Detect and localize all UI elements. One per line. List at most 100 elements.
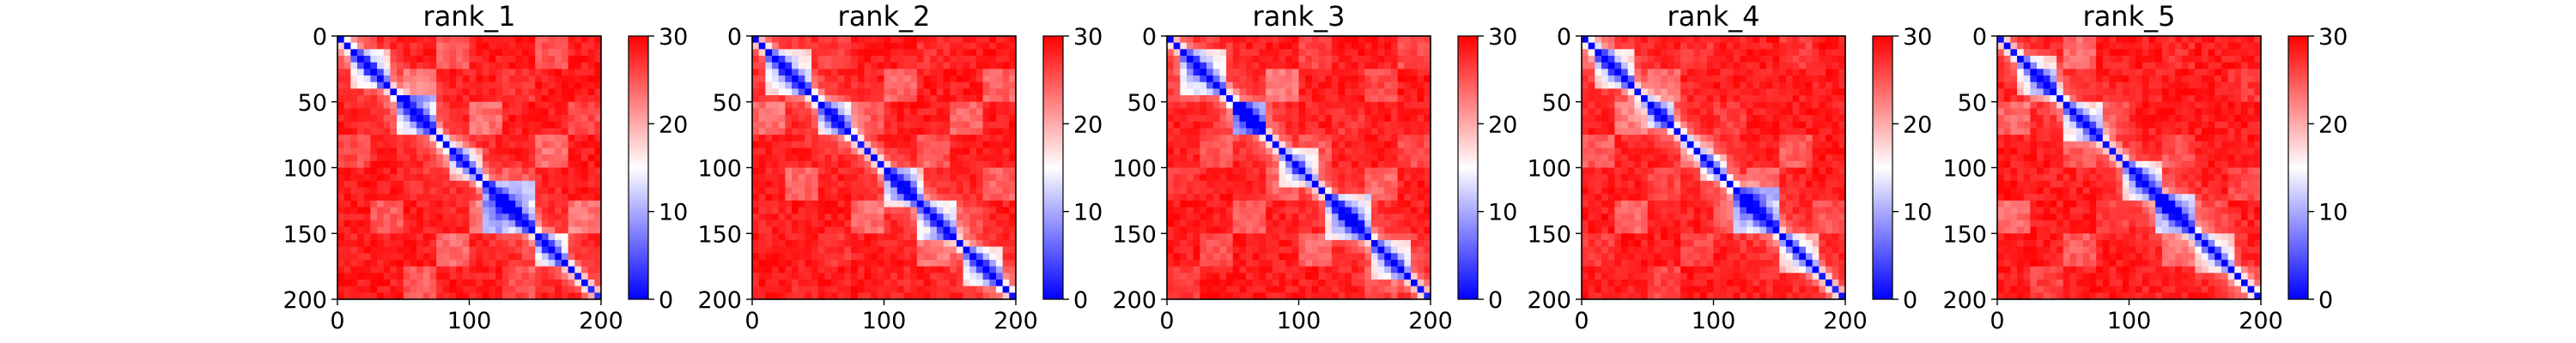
heatmap-cell xyxy=(890,187,898,195)
heatmap-cell xyxy=(1239,214,1247,221)
heatmap-cell xyxy=(469,147,477,155)
heatmap-cell xyxy=(436,187,444,195)
heatmap-cell xyxy=(824,174,832,182)
heatmap-cell xyxy=(864,95,872,103)
heatmap-cell xyxy=(535,121,543,129)
heatmap-cell xyxy=(896,180,905,189)
heatmap-cell xyxy=(844,220,852,228)
heatmap-cell xyxy=(805,226,812,234)
heatmap-cell xyxy=(1410,135,1419,142)
heatmap-cell xyxy=(916,81,925,89)
heatmap-cell xyxy=(1733,42,1741,50)
heatmap-cell xyxy=(805,273,812,280)
heatmap-cell xyxy=(337,160,345,169)
heatmap-cell xyxy=(1246,187,1254,195)
heatmap-cell xyxy=(871,135,878,142)
heatmap-cell xyxy=(798,141,805,149)
colorbar-tick-label: 0 xyxy=(1073,287,1088,314)
heatmap-cell xyxy=(811,69,819,76)
heatmap-cell xyxy=(1397,160,1405,169)
heatmap-cell xyxy=(772,49,780,57)
heatmap-cell xyxy=(1384,160,1392,169)
heatmap-cell xyxy=(495,42,503,50)
heatmap-cell xyxy=(896,135,905,142)
heatmap-cell xyxy=(1226,128,1234,135)
heatmap-cell xyxy=(403,187,411,195)
heatmap-cell xyxy=(943,101,951,110)
heatmap-cell xyxy=(1311,128,1320,135)
heatmap-cell xyxy=(864,187,872,195)
heatmap-cell xyxy=(482,220,490,228)
heatmap-cell xyxy=(587,286,595,293)
heatmap-cell xyxy=(442,239,451,248)
heatmap-cell xyxy=(995,95,1004,103)
heatmap-cell xyxy=(1364,56,1372,63)
heatmap-cell xyxy=(1193,75,1200,83)
heatmap-cell xyxy=(844,75,852,83)
heatmap-cell xyxy=(1331,194,1340,202)
heatmap-cell xyxy=(1173,226,1181,234)
heatmap-cell xyxy=(350,200,358,208)
heatmap-cell xyxy=(429,279,437,287)
heatmap-cell xyxy=(1733,36,1741,44)
heatmap-cell xyxy=(416,62,424,69)
heatmap-cell xyxy=(1009,135,1017,142)
heatmap-cell xyxy=(1331,42,1340,50)
heatmap-cell xyxy=(936,174,945,182)
heatmap-cell xyxy=(1285,81,1293,89)
heatmap-cell xyxy=(1621,36,1629,44)
heatmap-cell xyxy=(548,56,556,63)
heatmap-cell xyxy=(521,233,530,241)
heatmap-cell xyxy=(1239,279,1247,287)
heatmap-cell xyxy=(785,286,793,293)
heatmap-cell xyxy=(798,42,805,50)
heatmap-cell xyxy=(587,154,595,162)
heatmap-cell xyxy=(1206,266,1214,274)
heatmap-cell xyxy=(752,101,760,110)
heatmap-cell xyxy=(587,56,595,63)
heatmap-cell xyxy=(1239,253,1247,261)
heatmap-cell xyxy=(1384,147,1392,155)
heatmap-cell xyxy=(824,154,832,162)
heatmap-cell xyxy=(397,200,404,208)
heatmap-cell xyxy=(350,108,358,116)
heatmap-cell xyxy=(390,121,398,129)
heatmap-cell xyxy=(824,180,832,189)
heatmap-cell xyxy=(1325,160,1333,169)
heatmap-cell xyxy=(429,180,437,189)
heatmap-cell xyxy=(752,128,760,135)
heatmap-cell xyxy=(363,239,371,248)
heatmap-cell xyxy=(1641,42,1649,50)
heatmap-cell xyxy=(495,239,503,248)
heatmap-cell xyxy=(436,160,444,169)
heatmap-cell xyxy=(580,101,589,110)
heatmap-cell xyxy=(1173,246,1181,254)
heatmap-cell xyxy=(1305,128,1313,135)
heatmap-cell xyxy=(403,273,411,280)
heatmap-cell xyxy=(1291,42,1300,50)
heatmap-cell xyxy=(1252,220,1261,228)
heatmap-cell xyxy=(963,253,970,261)
heatmap-cell xyxy=(798,167,805,175)
heatmap-cell xyxy=(837,75,846,83)
heatmap-cell xyxy=(785,226,793,234)
heatmap-cell xyxy=(489,266,496,274)
heatmap-cell xyxy=(871,141,878,149)
heatmap-cell xyxy=(528,42,536,50)
heatmap-cell xyxy=(436,42,444,50)
heatmap-cell xyxy=(555,154,562,162)
heatmap-cell xyxy=(337,266,345,274)
heatmap-cell xyxy=(515,233,523,241)
heatmap-cell xyxy=(403,246,411,254)
heatmap-cell xyxy=(916,115,925,123)
heatmap-cell xyxy=(357,108,365,116)
heatmap-cell xyxy=(1746,36,1754,44)
heatmap-cell xyxy=(1351,253,1359,261)
heatmap-cell xyxy=(1272,69,1280,76)
heatmap-cell xyxy=(1601,36,1609,44)
heatmap-cell xyxy=(831,88,839,96)
heatmap-cell xyxy=(1364,279,1372,287)
heatmap-cell xyxy=(1338,108,1346,116)
heatmap-cell xyxy=(923,253,931,261)
heatmap-cell xyxy=(956,56,964,63)
